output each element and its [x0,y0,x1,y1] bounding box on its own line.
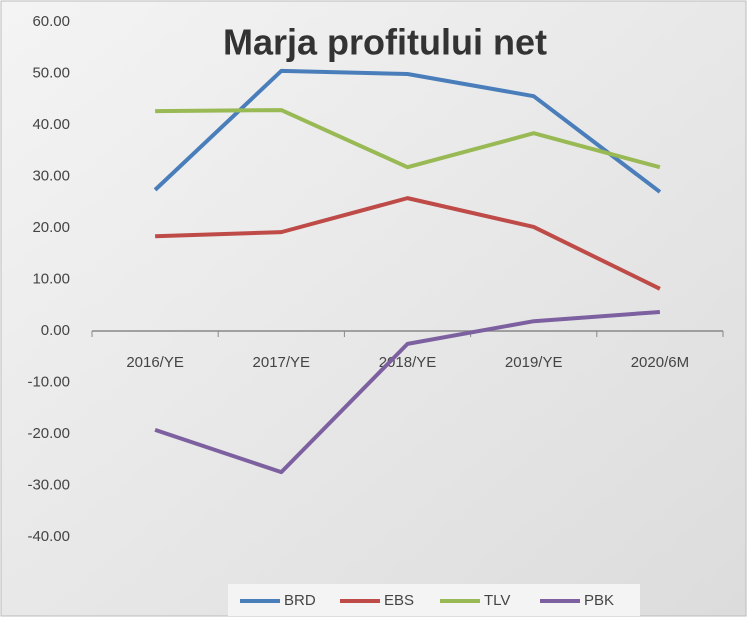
chart-title: Marja profitului net [223,22,547,63]
y-tick-label: -40.00 [27,528,70,545]
y-tick-label: 40.00 [32,116,70,133]
series-line [155,196,661,291]
y-tick-label: 20.00 [32,219,70,236]
legend-label: PBK [584,592,614,609]
series-line [154,309,661,475]
y-tick-label: 10.00 [32,270,70,287]
y-tick-label: 0.00 [41,322,70,339]
x-tick-label: 2020/6M [631,354,689,371]
legend-label: BRD [284,592,316,609]
y-tick-label: 50.00 [32,64,70,81]
legend-label: TLV [484,592,510,609]
y-tick-label: -10.00 [27,373,70,390]
y-tick-label: 60.00 [32,13,70,30]
y-tick-label: -20.00 [27,425,70,442]
y-tick-label: 30.00 [32,167,70,184]
x-tick-label: 2017/YE [253,354,311,371]
y-tick-label: -30.00 [27,476,70,493]
series-line [155,108,661,170]
x-tick-label: 2016/YE [126,354,184,371]
x-tick-label: 2019/YE [505,354,563,371]
legend-label: EBS [384,592,414,609]
